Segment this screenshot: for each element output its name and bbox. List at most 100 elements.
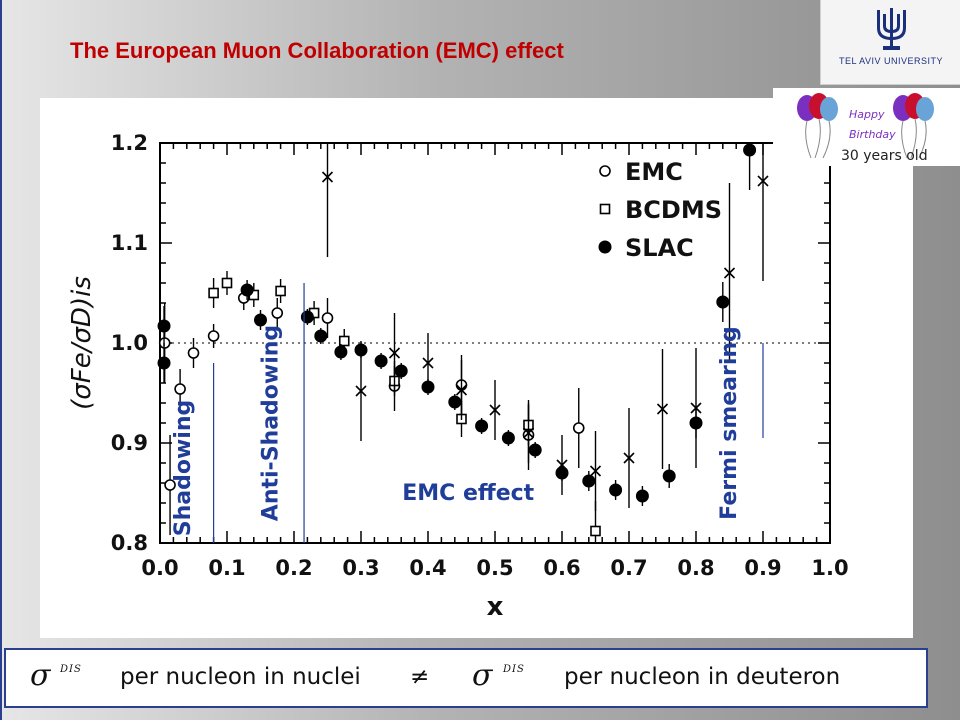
x-tick-label: 0.0: [141, 556, 178, 580]
legend-label: SLAC: [625, 234, 694, 262]
cross-stroke: [656, 403, 669, 415]
cross-stroke: [690, 402, 702, 414]
legend-marker-open-circle: [599, 165, 611, 177]
annotation-label: Anti-Shadowing: [258, 325, 283, 521]
dis-superscript-left: DIS: [60, 664, 82, 675]
data-point-cross: [723, 267, 736, 279]
data-point-open-square: [221, 277, 233, 289]
data-point-open-circle: [187, 347, 200, 359]
data-point-open-circle: [174, 383, 186, 395]
legend-label: EMC: [625, 158, 683, 186]
university-logo: TEL AVIV UNIVERSITY: [820, 0, 960, 85]
data-point-open-square: [338, 335, 350, 347]
data-point-cross: [355, 385, 367, 397]
data-point-cross: [556, 459, 568, 471]
data-point-filled-circle: [254, 313, 267, 327]
data-point-filled-circle: [582, 474, 596, 488]
cross-stroke: [522, 427, 535, 439]
legend-label: BCDMS: [625, 196, 722, 224]
sigma-symbol-left: σ: [30, 658, 51, 693]
cross-stroke: [321, 171, 334, 183]
x-tick-label: 0.8: [677, 556, 714, 580]
data-point-cross: [388, 347, 401, 359]
data-point-filled-circle: [300, 310, 314, 324]
data-point-filled-circle: [662, 469, 676, 483]
data-point-filled-circle: [528, 443, 542, 457]
data-point-cross: [455, 384, 468, 396]
nuclei-text: per nucleon in nuclei: [120, 664, 361, 690]
data-point-filled-circle: [501, 431, 515, 445]
data-point-open-circle: [164, 479, 176, 491]
badge-caption: 30 years old: [841, 148, 928, 164]
logo-caption: TEL AVIV UNIVERSITY: [838, 56, 944, 66]
data-point-open-circle: [321, 312, 334, 324]
balloon-cluster-left: [797, 93, 838, 159]
dis-superscript-right: DIS: [503, 664, 525, 675]
sigma-symbol-right: σ: [472, 658, 493, 693]
x-tick-label: 0.2: [275, 556, 312, 580]
cross-stroke: [757, 175, 769, 187]
birthday-badge: Happy Birthday 30 years old: [773, 88, 960, 166]
data-point-cross: [690, 402, 702, 414]
deuteron-text: per nucleon in deuteron: [564, 664, 841, 690]
data-point-cross: [757, 175, 769, 187]
x-tick-label: 0.5: [476, 556, 513, 580]
data-point-filled-circle: [157, 356, 171, 370]
data-point-cross: [589, 465, 602, 477]
data-point-filled-circle: [448, 395, 462, 409]
data-point-cross: [489, 404, 501, 416]
balloon-cluster-right: [893, 93, 934, 159]
emc-ratio-chart: 0.0 0.1 0.2 0.3 0.4 0.5 0.6 0.7 0.8 0.9 1.0 0.8 0.9 1…: [67, 131, 849, 622]
cross-stroke: [422, 357, 434, 369]
data-point-filled-circle: [314, 329, 328, 343]
x-axis-label: x: [487, 592, 504, 622]
cross-stroke: [388, 347, 401, 359]
data-point-open-square: [208, 287, 219, 299]
cross-stroke: [455, 384, 468, 396]
y-tick-label: 1.0: [111, 331, 148, 355]
x-tick-label: 1.0: [811, 556, 848, 580]
x-tick-label: 0.1: [208, 556, 245, 580]
x-tick-label: 0.7: [610, 556, 647, 580]
data-point-filled-circle: [394, 364, 408, 378]
slide-title: The European Muon Collaboration (EMC) ef…: [70, 38, 564, 63]
x-tick-label: 0.4: [409, 556, 446, 580]
y-tick-label: 0.8: [111, 531, 148, 555]
y-axis-label: (σFe/σD)is: [67, 276, 97, 410]
data-point-filled-circle: [609, 483, 623, 497]
data-point-filled-circle: [475, 419, 489, 433]
plot-panel: 0.0 0.1 0.2 0.3 0.4 0.5 0.6 0.7 0.8 0.9 1.0 0.8 0.9 1…: [40, 98, 913, 638]
x-tick-label: 0.6: [543, 556, 580, 580]
x-tick-label: 0.9: [744, 556, 781, 580]
y-tick-label: 0.9: [111, 431, 148, 455]
cross-stroke: [723, 267, 736, 279]
data-point-cross: [656, 403, 669, 415]
balloons-icon: Happy Birthday: [797, 93, 934, 159]
data-point-open-circle: [271, 307, 284, 319]
x-tick-label: 0.3: [342, 556, 379, 580]
data-point-filled-circle: [240, 283, 254, 297]
data-point-filled-circle: [716, 295, 730, 309]
badge-birthday: Birthday: [849, 128, 896, 141]
data-point-cross: [522, 427, 535, 439]
data-point-cross: [623, 452, 635, 464]
cross-stroke: [489, 404, 501, 416]
y-tick-label: 1.2: [111, 131, 148, 155]
cross-stroke: [623, 452, 635, 464]
annotation-label: Fermi smearing: [717, 326, 742, 520]
data-point-filled-circle: [743, 143, 757, 157]
menorah-icon: [877, 8, 906, 50]
data-point-open-square: [275, 285, 286, 297]
cross-stroke: [355, 385, 367, 397]
annotation-label: EMC effect: [402, 481, 534, 506]
slide-left-edge: [0, 0, 2, 720]
data-point-filled-circle: [334, 345, 348, 359]
data-point-open-circle: [572, 422, 585, 434]
data-point-cross: [422, 357, 434, 369]
legend-marker-open-square: [599, 203, 611, 215]
annotation-label: Shadowing: [171, 400, 196, 537]
not-equal-sign: ≠: [410, 664, 430, 690]
cross-stroke: [556, 459, 568, 471]
data-point-filled-circle: [157, 319, 171, 333]
data-point-open-square: [590, 525, 601, 537]
